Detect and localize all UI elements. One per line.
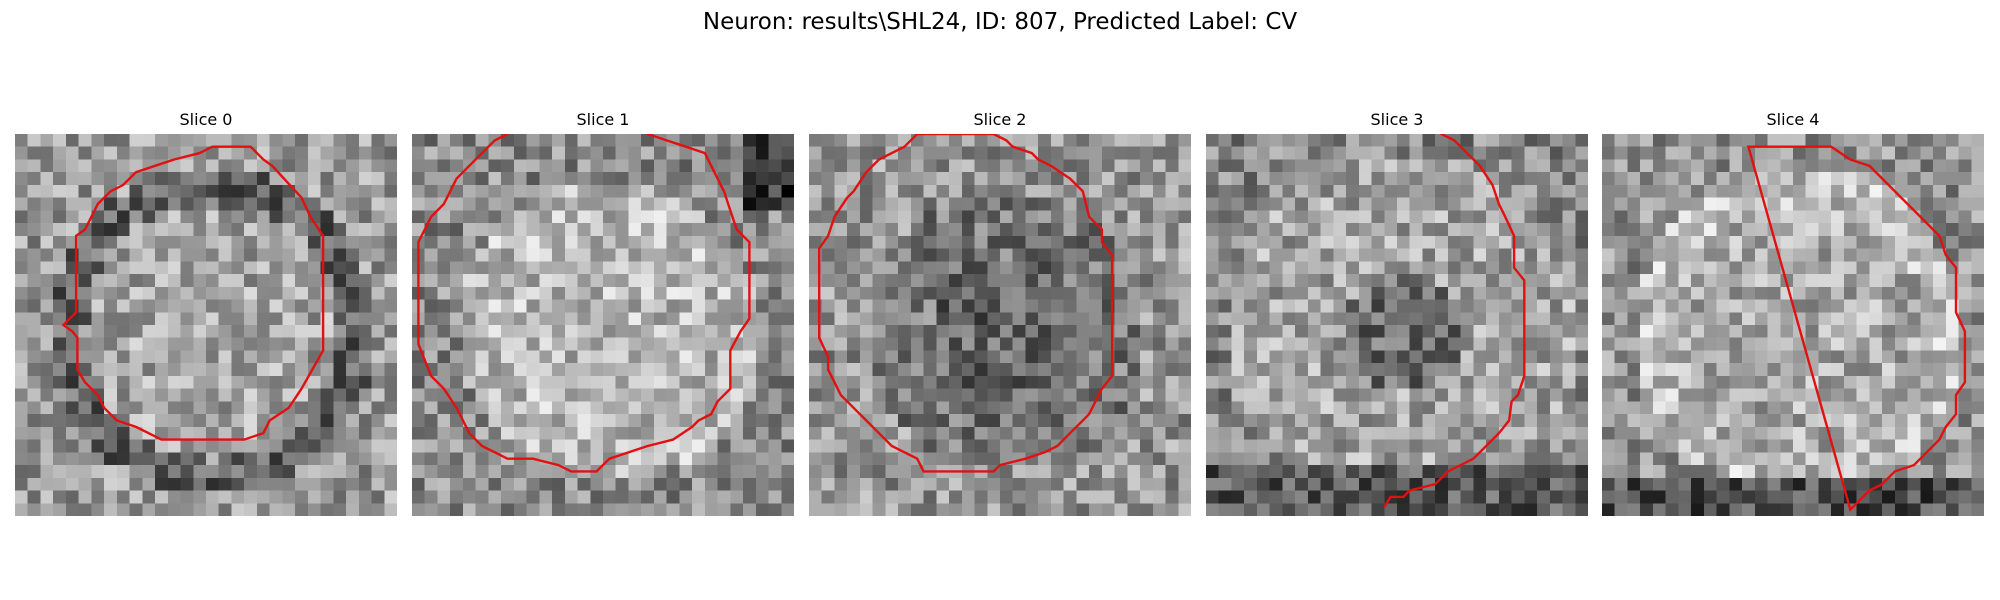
segmentation-contour — [1746, 145, 1967, 512]
grayscale-slice-canvas — [15, 134, 397, 516]
slice-panel-4: Slice 4 — [1602, 110, 1984, 516]
slice-title: Slice 1 — [576, 110, 630, 129]
grayscale-slice-canvas — [412, 134, 794, 516]
slice-panel-2: Slice 2 — [809, 110, 1191, 516]
slice-panel-0: Slice 0 — [15, 110, 397, 516]
slice-image — [809, 134, 1191, 516]
slice-title: Slice 2 — [973, 110, 1027, 129]
segmentation-contour — [1383, 134, 1526, 508]
slice-image — [1206, 134, 1588, 516]
grayscale-slice-canvas — [1602, 134, 1984, 516]
slice-title: Slice 4 — [1766, 110, 1820, 129]
contour-overlay — [817, 134, 1114, 473]
slice-image — [15, 134, 397, 516]
contour-overlay — [1383, 134, 1526, 508]
contour-overlay — [61, 145, 325, 441]
slice-panel-3: Slice 3 — [1206, 110, 1588, 516]
slice-panel-1: Slice 1 — [412, 110, 794, 516]
slice-image — [412, 134, 794, 516]
slice-title: Slice 3 — [1370, 110, 1424, 129]
figure-title: Neuron: results\SHL24, ID: 807, Predicte… — [702, 9, 1298, 35]
slice-title: Slice 0 — [179, 110, 233, 129]
contour-overlay — [1746, 145, 1967, 512]
slice-image — [1602, 134, 1984, 516]
segmentation-contour — [417, 134, 751, 473]
segmentation-contour — [817, 134, 1114, 473]
grayscale-slice-canvas — [809, 134, 1191, 516]
segmentation-contour — [61, 145, 325, 441]
contour-overlay — [417, 134, 751, 473]
